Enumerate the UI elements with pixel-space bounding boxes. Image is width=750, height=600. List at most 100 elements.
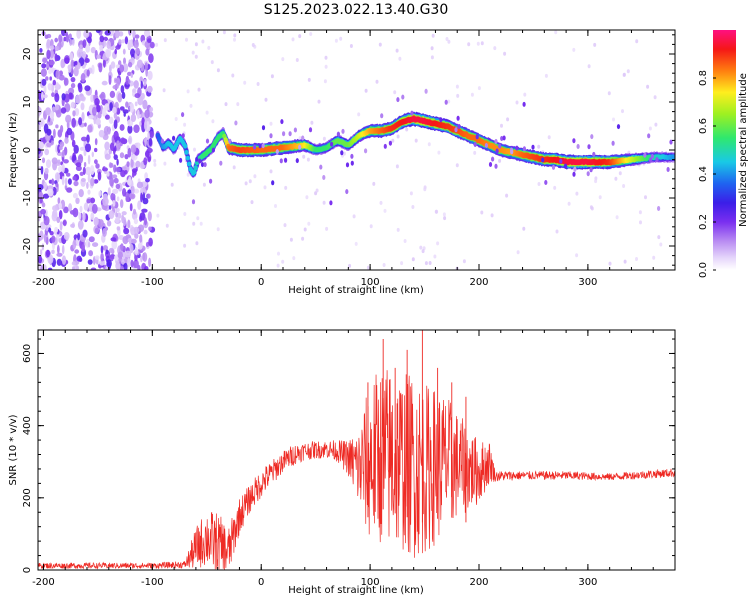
y-tick-label: 0 (22, 567, 33, 573)
noise-blob (72, 176, 77, 181)
ridge-blob (396, 97, 400, 103)
noise-blob (65, 114, 72, 124)
noise-blob (127, 124, 133, 134)
noise-blob (73, 264, 79, 270)
noise-blob (372, 181, 376, 186)
noise-blob (111, 239, 118, 250)
noise-blob (185, 37, 188, 42)
noise-blob (57, 244, 60, 254)
ridge-blob (185, 155, 190, 161)
noise-blob (295, 58, 299, 62)
noise-blob (194, 54, 198, 59)
ridge-blob (586, 171, 590, 177)
noise-blob (339, 36, 343, 41)
noise-blob (87, 259, 93, 265)
ridge-blob (592, 151, 596, 157)
noise-blob (395, 164, 399, 169)
ridge-blob (648, 157, 653, 163)
noise-blob (382, 263, 386, 267)
noise-blob (231, 73, 235, 78)
snr-ylabel: SNR (10 * v/v) (8, 414, 19, 485)
noise-blob (467, 42, 471, 47)
noise-blob (90, 212, 95, 221)
ridge-blob (410, 110, 414, 116)
noise-blob (144, 136, 147, 147)
noise-blob (114, 48, 117, 55)
noise-blob (75, 162, 82, 168)
noise-blob (307, 77, 311, 82)
noise-blob (71, 261, 77, 266)
noise-blob (193, 147, 196, 152)
noise-blob (145, 150, 150, 158)
noise-blob (281, 259, 285, 264)
noise-blob (127, 189, 132, 194)
noise-blob (303, 227, 307, 232)
snr-series-line (38, 370, 675, 570)
noise-blob (140, 192, 143, 203)
noise-blob (104, 30, 111, 36)
noise-blob (183, 122, 187, 127)
noise-blob (131, 173, 135, 178)
noise-blob (369, 224, 373, 229)
noise-blob (39, 48, 43, 53)
noise-blob (99, 94, 105, 99)
y-tick-label: 10 (22, 96, 33, 109)
noise-blob (476, 41, 480, 46)
noise-blob (94, 227, 99, 234)
ridge-blob (308, 127, 313, 133)
noise-blob (72, 239, 77, 250)
ridge-blob (541, 157, 545, 163)
noise-blob (430, 55, 434, 60)
noise-blob (69, 210, 77, 215)
noise-blob (127, 61, 133, 68)
noise-blob (67, 178, 72, 185)
noise-blob (96, 104, 101, 113)
noise-blob (41, 243, 45, 251)
noise-blob (80, 178, 86, 182)
noise-blob (45, 159, 52, 169)
noise-blob (614, 176, 618, 181)
noise-blob (506, 117, 510, 122)
noise-blob (302, 154, 306, 159)
spectrogram-xlabel: Height of straight line (km) (288, 285, 424, 296)
noise-blob (291, 37, 295, 42)
ridge-blob (293, 127, 297, 133)
ridge-blob (573, 166, 577, 172)
noise-blob (162, 88, 166, 93)
noise-blob (317, 99, 321, 104)
ridge-blob (234, 120, 238, 126)
noise-blob (143, 78, 147, 87)
noise-blob (116, 226, 121, 231)
noise-blob (127, 219, 131, 229)
noise-blob (115, 64, 121, 69)
noise-blob (547, 135, 551, 140)
noise-blob (90, 267, 97, 270)
noise-blob (55, 124, 59, 129)
noise-blob (139, 212, 146, 221)
noise-blob (80, 73, 86, 83)
noise-blob (70, 68, 74, 75)
noise-blob (163, 38, 167, 43)
noise-blob (85, 143, 91, 153)
ridge-blob (179, 157, 183, 163)
noise-blob (77, 154, 84, 164)
noise-blob (113, 130, 119, 141)
noise-blob (39, 230, 44, 241)
noise-blob (505, 193, 509, 198)
noise-blob (54, 104, 60, 111)
noise-blob (46, 142, 51, 148)
colorbar-tick-label: 0.0 (698, 262, 709, 278)
noise-blob (72, 110, 76, 117)
noise-blob (411, 205, 415, 209)
noise-blob (139, 234, 143, 243)
noise-blob (98, 190, 102, 197)
noise-blob (56, 216, 61, 223)
noise-blob (76, 30, 82, 39)
noise-blob (48, 69, 52, 75)
noise-blob (119, 124, 125, 131)
noise-blob (78, 212, 82, 221)
noise-blob (554, 30, 558, 35)
noise-blob (99, 35, 105, 43)
ridge-blob (364, 148, 368, 154)
noise-blob (589, 205, 593, 210)
